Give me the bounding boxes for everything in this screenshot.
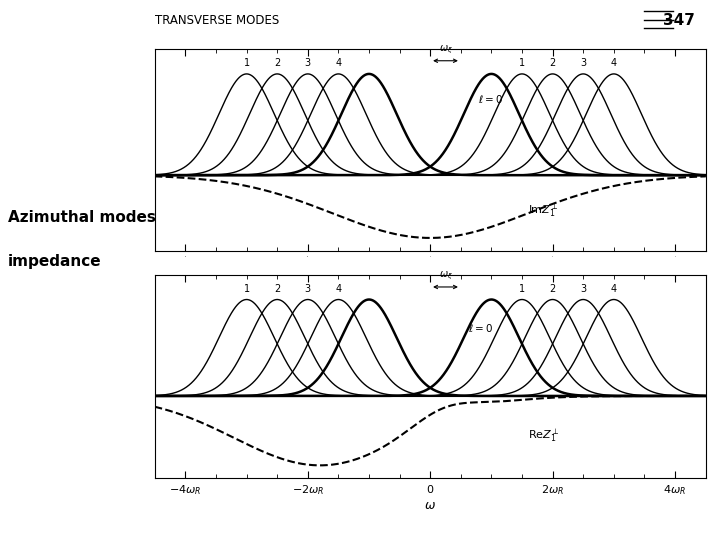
Text: $\omega_\xi$: $\omega_\xi$ xyxy=(438,43,452,56)
Text: 2: 2 xyxy=(549,58,556,68)
Text: $\mathrm{Im}Z_1^\perp$: $\mathrm{Im}Z_1^\perp$ xyxy=(528,202,559,219)
Text: 1: 1 xyxy=(243,58,250,68)
Text: 2: 2 xyxy=(549,284,556,294)
Text: $\ell = 0$: $\ell = 0$ xyxy=(468,322,493,334)
Text: 3: 3 xyxy=(580,284,586,294)
Text: 3: 3 xyxy=(305,284,311,294)
Text: TRANSVERSE MODES: TRANSVERSE MODES xyxy=(155,14,279,28)
Text: Azimuthal modes and: Azimuthal modes and xyxy=(7,210,193,225)
Text: impedance: impedance xyxy=(7,254,102,269)
Text: 1: 1 xyxy=(519,58,525,68)
Text: 2: 2 xyxy=(274,58,280,68)
Text: 4: 4 xyxy=(611,284,617,294)
Text: 1: 1 xyxy=(243,284,250,294)
X-axis label: $\omega$: $\omega$ xyxy=(424,500,436,512)
Text: $\ell = 0$: $\ell = 0$ xyxy=(478,93,503,105)
Text: 4: 4 xyxy=(336,284,341,294)
Text: $\omega_\xi$: $\omega_\xi$ xyxy=(438,270,452,282)
Text: 347: 347 xyxy=(663,14,695,28)
Text: 4: 4 xyxy=(611,58,617,68)
Text: 4: 4 xyxy=(336,58,341,68)
Text: 3: 3 xyxy=(580,58,586,68)
Text: 2: 2 xyxy=(274,284,280,294)
Text: 3: 3 xyxy=(305,58,311,68)
Text: $\mathrm{Re}Z_1^\perp$: $\mathrm{Re}Z_1^\perp$ xyxy=(528,428,559,444)
Text: 1: 1 xyxy=(519,284,525,294)
